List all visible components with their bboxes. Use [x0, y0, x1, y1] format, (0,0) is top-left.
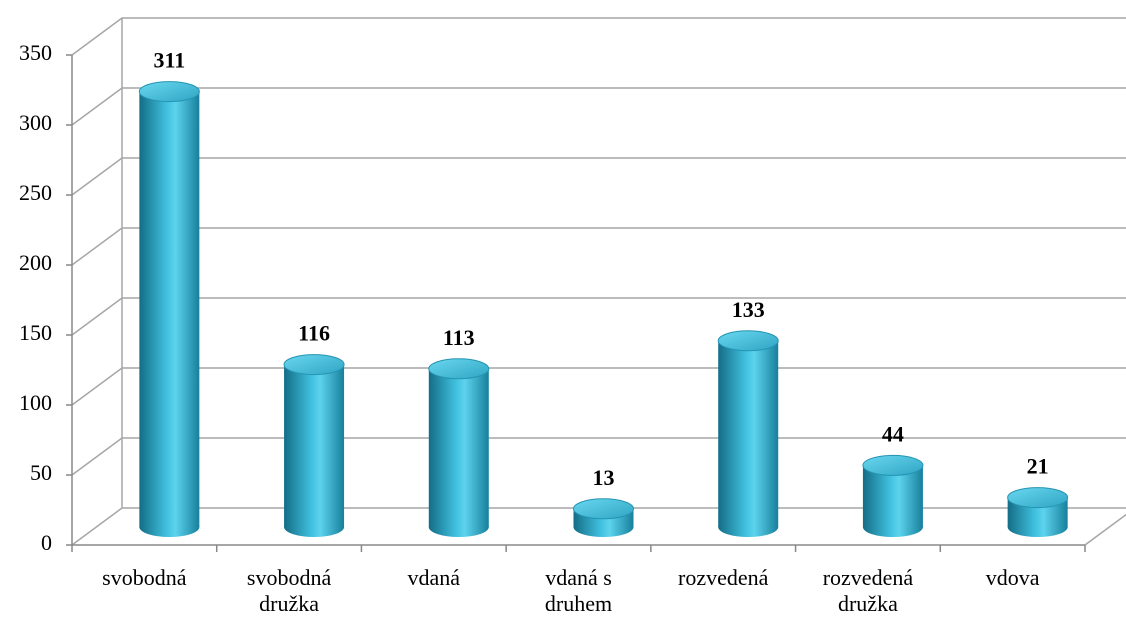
bar-top	[862, 454, 924, 476]
floor-edge	[1084, 513, 1126, 546]
grid-line	[71, 87, 1126, 126]
x-tick-label: vdaná s druhem	[544, 565, 613, 616]
bar-top	[283, 354, 345, 376]
grid-line	[71, 157, 1126, 196]
grid-line	[71, 17, 1126, 56]
x-tick-label: vdaná	[407, 565, 461, 590]
x-tick-label: svobodná	[102, 565, 187, 590]
x-tick-label: rozvedená	[678, 565, 769, 590]
bar-body	[718, 340, 779, 527]
x-tick-label: vdova	[985, 565, 1040, 590]
grid-line	[71, 367, 1126, 406]
bar-top	[1007, 487, 1069, 509]
grid-line	[71, 437, 1126, 476]
data-label: 311	[153, 48, 185, 73]
y-tick-label: 200	[19, 250, 52, 275]
bar-body	[284, 364, 345, 527]
x-tick-label: rozvedená družka	[822, 565, 914, 616]
y-tick-label: 0	[41, 530, 52, 555]
y-tick-label: 100	[19, 390, 52, 415]
grid-line	[71, 507, 1126, 546]
y-tick-label: 250	[19, 180, 52, 205]
bar	[573, 498, 634, 537]
data-label: 21	[1027, 454, 1049, 479]
x-tick-label: svobodná družka	[246, 565, 332, 616]
y-tick-label: 350	[19, 40, 52, 65]
y-tick-label: 300	[19, 110, 52, 135]
bar-top	[717, 330, 779, 352]
data-label: 116	[298, 321, 330, 346]
bar	[428, 358, 490, 537]
data-label: 44	[882, 421, 904, 446]
y-tick-label: 50	[30, 460, 52, 485]
bar-body	[139, 91, 200, 527]
data-label: 133	[732, 297, 765, 322]
bar-top	[428, 358, 490, 380]
y-tick-label: 150	[19, 320, 52, 345]
bar	[1007, 487, 1069, 537]
data-label: 13	[593, 465, 615, 490]
grid-line	[71, 227, 1126, 266]
data-label: 113	[443, 325, 475, 350]
bar	[138, 81, 200, 537]
bar	[862, 454, 924, 537]
bar-body	[428, 368, 489, 527]
bar-top	[573, 498, 634, 520]
grid-line	[71, 297, 1126, 336]
bar	[283, 354, 345, 537]
bar-top	[138, 81, 200, 103]
bar	[717, 330, 779, 537]
